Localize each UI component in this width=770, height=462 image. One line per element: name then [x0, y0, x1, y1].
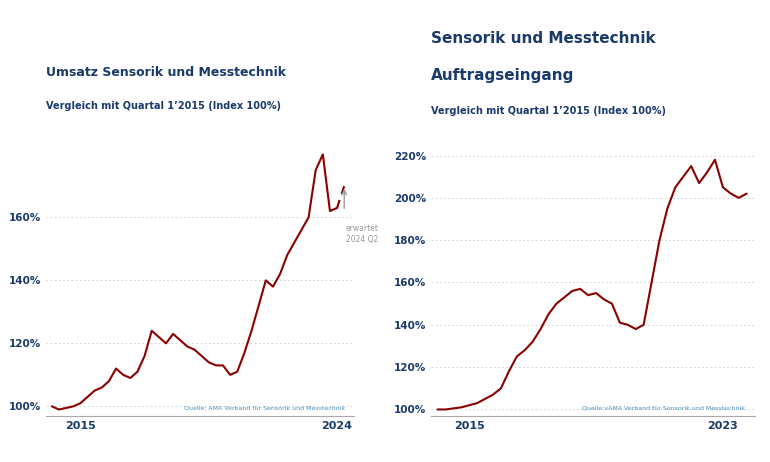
Text: Sensorik und Messtechnik: Sensorik und Messtechnik [431, 31, 656, 46]
Text: Auftragseingang: Auftragseingang [431, 68, 574, 83]
Text: Umsatz Sensorik und Messtechnik: Umsatz Sensorik und Messtechnik [46, 66, 286, 79]
Text: Vergleich mit Quartal 1’2015 (Index 100%): Vergleich mit Quartal 1’2015 (Index 100%… [431, 105, 666, 116]
Text: Quelle: AMA Verband für Sensorik und Messtechnik: Quelle: AMA Verband für Sensorik und Mes… [184, 405, 345, 410]
Text: erwartet
2024 Q2: erwartet 2024 Q2 [346, 224, 379, 244]
Text: Vergleich mit Quartal 1’2015 (Index 100%): Vergleich mit Quartal 1’2015 (Index 100%… [46, 101, 281, 111]
Text: Quelle:vAMA Verband für Sensorik und Messtechnik: Quelle:vAMA Verband für Sensorik und Mes… [582, 405, 745, 410]
